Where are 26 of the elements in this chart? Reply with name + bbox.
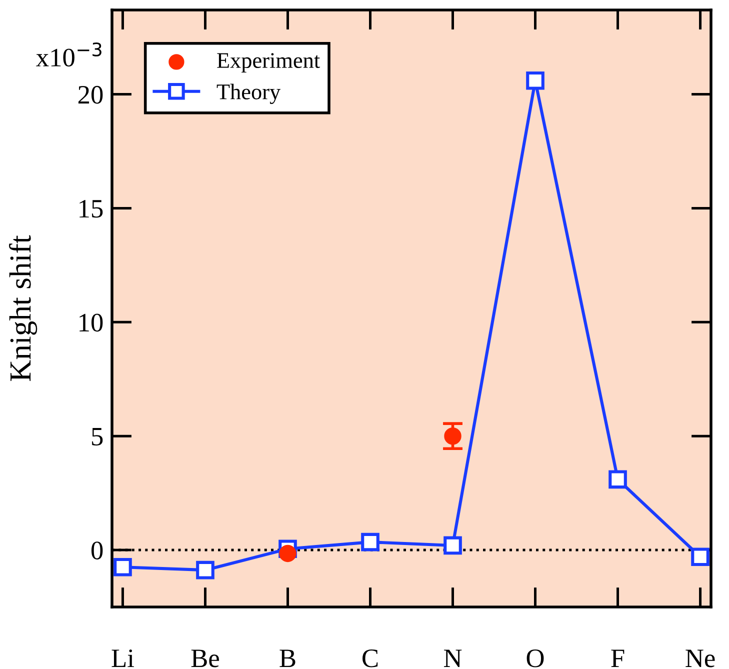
x-tick-label: C [362, 650, 378, 668]
y-tick-label: 5 [92, 428, 103, 446]
legend-label: Experiment [217, 53, 320, 73]
x-tick-label: F [611, 650, 624, 667]
y-tick-label: 20 [78, 86, 103, 104]
x-tick-label: O [526, 650, 544, 668]
x-tick-label: N [444, 650, 462, 667]
y-axis-title: Knight shift [9, 235, 38, 382]
x-tick-label: B [280, 650, 296, 668]
legend-label: Theory [216, 84, 281, 104]
point [444, 427, 462, 445]
point [279, 544, 296, 562]
point [114, 558, 132, 576]
y-tick-label: 0 [91, 542, 103, 560]
point [526, 71, 544, 90]
point [444, 536, 462, 555]
x-tick-label: Be [191, 650, 219, 668]
x-tick-label: Ne [686, 650, 715, 668]
y-tick-label: 10 [80, 314, 103, 332]
text: x10$^{−3}$ [36, 42, 102, 67]
y-tick-label: 15 [80, 200, 103, 218]
point [361, 532, 380, 552]
point [196, 560, 214, 580]
x-tick-label: Li [112, 650, 134, 667]
point [608, 470, 627, 489]
point [691, 548, 710, 566]
